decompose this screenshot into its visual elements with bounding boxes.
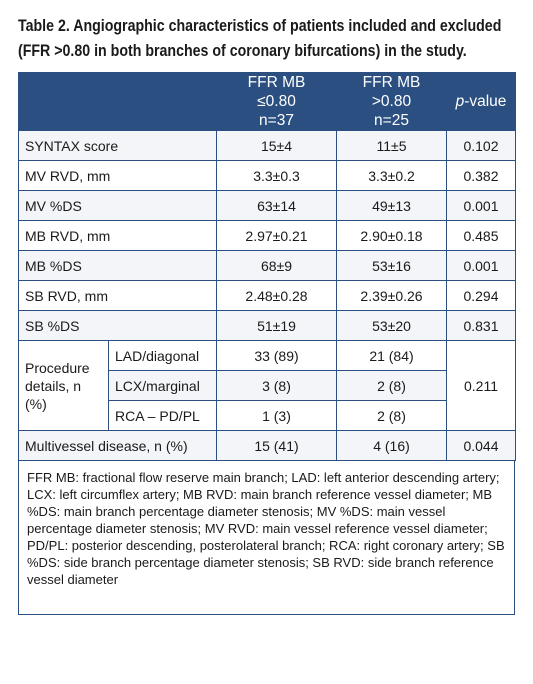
row-value-b: 2.90±0.18 bbox=[336, 220, 447, 251]
header-pvalue-p: p bbox=[455, 93, 465, 110]
header-col1-line1: FFR MB bbox=[247, 74, 306, 91]
table-row: SB RVD, mm 2.48±0.28 2.39±0.26 0.294 bbox=[18, 280, 516, 311]
procedure-value-a: 3 (8) bbox=[216, 370, 337, 401]
header-col2-line2: >0.80 bbox=[371, 93, 412, 110]
procedure-details-label: Procedure details, n (%) bbox=[18, 340, 109, 431]
procedure-value-b: 2 (8) bbox=[336, 400, 447, 431]
table-row: SYNTAX score 15±4 11±5 0.102 bbox=[18, 130, 516, 161]
header-ffr-gt-080: FFR MB >0.80 n=25 bbox=[336, 72, 447, 131]
row-label: MB %DS bbox=[18, 250, 217, 281]
header-ffr-le-080: FFR MB ≤0.80 n=37 bbox=[216, 72, 337, 131]
row-value-a: 15±4 bbox=[216, 130, 337, 161]
table-caption: Table 2. Angiographic characteristics of… bbox=[18, 17, 502, 60]
row-value-a: 51±19 bbox=[216, 310, 337, 341]
table-row: MB RVD, mm 2.97±0.21 2.90±0.18 0.485 bbox=[18, 220, 516, 251]
table-row: SB %DS 51±19 53±20 0.831 bbox=[18, 310, 516, 341]
header-col2-line3: n=25 bbox=[374, 112, 409, 129]
procedure-sub-label: RCA – PD/PL bbox=[108, 400, 217, 431]
table-figure: Table 2. Angiographic characteristics of… bbox=[18, 17, 516, 615]
row-value-b: 2.39±0.26 bbox=[336, 280, 447, 311]
row-pvalue: 0.102 bbox=[446, 130, 516, 161]
row-value-b: 53±16 bbox=[336, 250, 447, 281]
row-label: Multivessel disease, n (%) bbox=[18, 430, 217, 461]
row-value-b: 11±5 bbox=[336, 130, 447, 161]
procedure-sub-label: LCX/marginal bbox=[108, 370, 217, 401]
row-label: SB RVD, mm bbox=[18, 280, 217, 311]
row-value-b: 49±13 bbox=[336, 190, 447, 221]
row-value-a: 2.48±0.28 bbox=[216, 280, 337, 311]
table-header-row: FFR MB ≤0.80 n=37 FFR MB >0.80 n=25 p-va… bbox=[18, 72, 516, 131]
header-col1-line3: n=37 bbox=[259, 112, 294, 129]
procedure-sub-label: LAD/diagonal bbox=[108, 340, 217, 371]
procedure-value-a: 33 (89) bbox=[216, 340, 337, 371]
row-value-b: 4 (16) bbox=[336, 430, 447, 461]
header-col2-line1: FFR MB bbox=[362, 74, 421, 91]
row-label: MB RVD, mm bbox=[18, 220, 217, 251]
row-value-b: 53±20 bbox=[336, 310, 447, 341]
row-value-a: 63±14 bbox=[216, 190, 337, 221]
table-row: MB %DS 68±9 53±16 0.001 bbox=[18, 250, 516, 281]
procedure-value-a: 1 (3) bbox=[216, 400, 337, 431]
row-pvalue: 0.294 bbox=[446, 280, 516, 311]
row-label: MV RVD, mm bbox=[18, 160, 217, 191]
procedure-row: Procedure details, n (%) LAD/diagonal 33… bbox=[18, 340, 516, 431]
row-pvalue: 0.831 bbox=[446, 310, 516, 341]
table-row: MV RVD, mm 3.3±0.3 3.3±0.2 0.382 bbox=[18, 160, 516, 191]
procedure-row: LCX/marginal 3 (8) 2 (8) bbox=[19, 370, 516, 401]
angiographic-table: FFR MB ≤0.80 n=37 FFR MB >0.80 n=25 p-va… bbox=[18, 72, 516, 461]
row-value-a: 15 (41) bbox=[216, 430, 337, 461]
table-row: MV %DS 63±14 49±13 0.001 bbox=[18, 190, 516, 221]
row-label: SYNTAX score bbox=[18, 130, 217, 161]
header-pvalue: p-value bbox=[446, 72, 516, 131]
row-label: MV %DS bbox=[18, 190, 217, 221]
row-value-a: 3.3±0.3 bbox=[216, 160, 337, 191]
row-pvalue: 0.382 bbox=[446, 160, 516, 191]
table-row: Multivessel disease, n (%) 15 (41) 4 (16… bbox=[18, 430, 516, 461]
row-pvalue: 0.485 bbox=[446, 220, 516, 251]
procedure-value-b: 2 (8) bbox=[336, 370, 447, 401]
procedure-row: RCA – PD/PL 1 (3) 2 (8) bbox=[19, 400, 516, 431]
row-pvalue: 0.001 bbox=[446, 250, 516, 281]
procedure-value-b: 21 (84) bbox=[336, 340, 447, 371]
row-label: SB %DS bbox=[18, 310, 217, 341]
table-footnote: FFR MB: fractional flow reserve main bra… bbox=[18, 461, 515, 615]
row-value-a: 2.97±0.21 bbox=[216, 220, 337, 251]
row-value-b: 3.3±0.2 bbox=[336, 160, 447, 191]
header-pvalue-rest: -value bbox=[464, 93, 507, 110]
row-pvalue: 0.001 bbox=[446, 190, 516, 221]
header-empty-cell bbox=[18, 72, 217, 131]
procedure-pvalue: 0.211 bbox=[446, 340, 516, 431]
header-col1-line2: ≤0.80 bbox=[257, 93, 296, 110]
row-pvalue: 0.044 bbox=[446, 430, 516, 461]
row-value-a: 68±9 bbox=[216, 250, 337, 281]
